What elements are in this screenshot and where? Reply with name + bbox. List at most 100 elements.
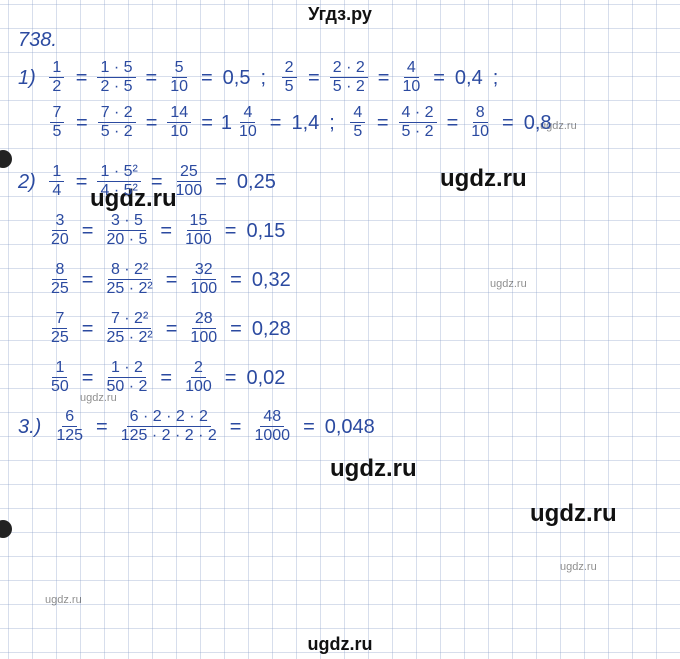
equals-sign: = — [164, 270, 180, 290]
fraction-denominator: 2 · 5 — [97, 78, 135, 95]
semicolon: ; — [258, 68, 272, 88]
equals-sign: = — [74, 172, 90, 192]
equals-sign: = — [158, 221, 174, 241]
equals-sign: = — [213, 172, 229, 192]
fraction-denominator: 125 · 2 · 2 · 2 — [118, 427, 220, 444]
semicolon: ; — [327, 113, 341, 133]
line-2d: 725=7 · 2²25 · 2²=28100=0,28 — [18, 311, 668, 346]
decimal-value: 0,4 — [453, 68, 485, 88]
equals-sign: = — [376, 68, 392, 88]
fraction: 481000 — [249, 409, 295, 444]
fraction-numerator: 6 · 2 · 2 · 2 — [127, 409, 211, 427]
fraction-denominator: 20 · 5 — [103, 231, 150, 248]
fraction-numerator: 48 — [260, 409, 284, 427]
fraction-numerator: 7 — [50, 105, 65, 123]
fraction: 6 · 2 · 2 · 2125 · 2 · 2 · 2 — [116, 409, 222, 444]
fraction-numerator: 1 — [49, 164, 64, 182]
equals-sign: = — [223, 368, 239, 388]
fraction-denominator: 5 · 2 — [399, 123, 437, 140]
mixed-number: 1410 — [221, 105, 262, 140]
equals-sign: = — [223, 221, 239, 241]
fraction: 725 — [46, 311, 74, 346]
fraction: 8 · 2²25 · 2² — [101, 262, 157, 297]
mixed-whole: 1 — [221, 113, 234, 133]
fraction-numerator: 1 — [52, 360, 67, 378]
equals-sign: = — [144, 68, 160, 88]
fraction: 28100 — [185, 311, 222, 346]
line-2b: 320=3 · 520 · 5=15100=0,15 — [18, 213, 668, 248]
fraction-denominator: 125 — [53, 427, 86, 444]
fraction: 825 — [46, 262, 74, 297]
fraction: 1 · 52 · 5 — [95, 60, 137, 95]
fraction-denominator: 100 — [182, 231, 215, 248]
decimal-value: 0,8 — [522, 113, 554, 133]
fraction: 150 — [46, 360, 74, 395]
equals-sign: = — [149, 172, 165, 192]
fraction-numerator: 4 — [350, 105, 365, 123]
fraction-denominator: 4 · 5² — [97, 182, 140, 199]
fraction-numerator: 7 · 2 — [98, 105, 136, 123]
line-1b: 75=7 · 25 · 2=1410=1410=1,4;45=4 · 25 · … — [18, 105, 668, 140]
fraction-numerator: 1 · 5 — [97, 60, 135, 78]
fraction: 410 — [234, 105, 262, 140]
equals-sign: = — [199, 113, 215, 133]
fraction: 75 — [46, 105, 68, 140]
fraction-denominator: 25 — [48, 280, 72, 297]
fraction: 320 — [46, 213, 74, 248]
fraction-numerator: 8 — [473, 105, 488, 123]
equals-sign: = — [375, 113, 391, 133]
line-3a: 3.)6125=6 · 2 · 2 · 2125 · 2 · 2 · 2=481… — [18, 409, 668, 444]
equals-sign: = — [500, 113, 516, 133]
equals-sign: = — [144, 113, 160, 133]
fraction-denominator: 5 — [350, 123, 365, 140]
fraction-numerator: 4 — [240, 105, 255, 123]
equals-sign: = — [94, 417, 110, 437]
subitem-number: 1) — [18, 68, 36, 88]
fraction-numerator: 14 — [167, 105, 191, 123]
fraction-numerator: 4 · 2 — [399, 105, 437, 123]
fraction-numerator: 6 — [62, 409, 77, 427]
fraction-numerator: 8 · 2² — [108, 262, 151, 280]
fraction-numerator: 3 — [52, 213, 67, 231]
fraction-denominator: 25 — [48, 329, 72, 346]
fraction-numerator: 1 — [49, 60, 64, 78]
subitem-number: 2) — [18, 172, 36, 192]
fraction: 1 · 250 · 2 — [101, 360, 152, 395]
fraction: 3 · 520 · 5 — [101, 213, 152, 248]
fraction: 2100 — [180, 360, 217, 395]
fraction-denominator: 4 — [49, 182, 64, 199]
fraction-numerator: 7 · 2² — [108, 311, 151, 329]
equals-sign: = — [268, 113, 284, 133]
fraction-numerator: 28 — [192, 311, 216, 329]
fraction: 2 · 25 · 2 — [328, 60, 370, 95]
problem-number: 738. — [18, 30, 57, 50]
fraction-denominator: 10 — [236, 123, 260, 140]
fraction-denominator: 5 — [282, 78, 297, 95]
decimal-value: 0,28 — [250, 319, 293, 339]
fraction-denominator: 50 · 2 — [103, 378, 150, 395]
fraction: 410 — [397, 60, 425, 95]
fraction-numerator: 7 — [52, 311, 67, 329]
fraction: 1 · 5²4 · 5² — [95, 164, 142, 199]
fraction: 25 — [278, 60, 300, 95]
fraction-denominator: 10 — [167, 123, 191, 140]
fraction-denominator: 5 — [50, 123, 65, 140]
line-1a: 1)12=1 · 52 · 5=510=0,5;25=2 · 25 · 2=41… — [18, 60, 668, 95]
fraction-numerator: 8 — [52, 262, 67, 280]
equals-sign: = — [80, 221, 96, 241]
fraction: 4 · 25 · 2 — [397, 105, 439, 140]
equals-sign: = — [80, 368, 96, 388]
page: Угдз.ру ugdz.ru ugdz.ru ugdz.ru ugdz.ru … — [0, 0, 680, 659]
decimal-value: 0,32 — [250, 270, 293, 290]
equals-sign: = — [228, 417, 244, 437]
fraction-numerator: 2 — [282, 60, 297, 78]
fraction-numerator: 2 · 2 — [330, 60, 368, 78]
equals-sign: = — [74, 113, 90, 133]
fraction-denominator: 10 — [468, 123, 492, 140]
fraction-numerator: 5 — [172, 60, 187, 78]
fraction: 7 · 25 · 2 — [96, 105, 138, 140]
decimal-value: 0,15 — [244, 221, 287, 241]
fraction: 32100 — [185, 262, 222, 297]
header-watermark: Угдз.ру — [0, 4, 680, 25]
fraction-denominator: 5 · 2 — [98, 123, 136, 140]
